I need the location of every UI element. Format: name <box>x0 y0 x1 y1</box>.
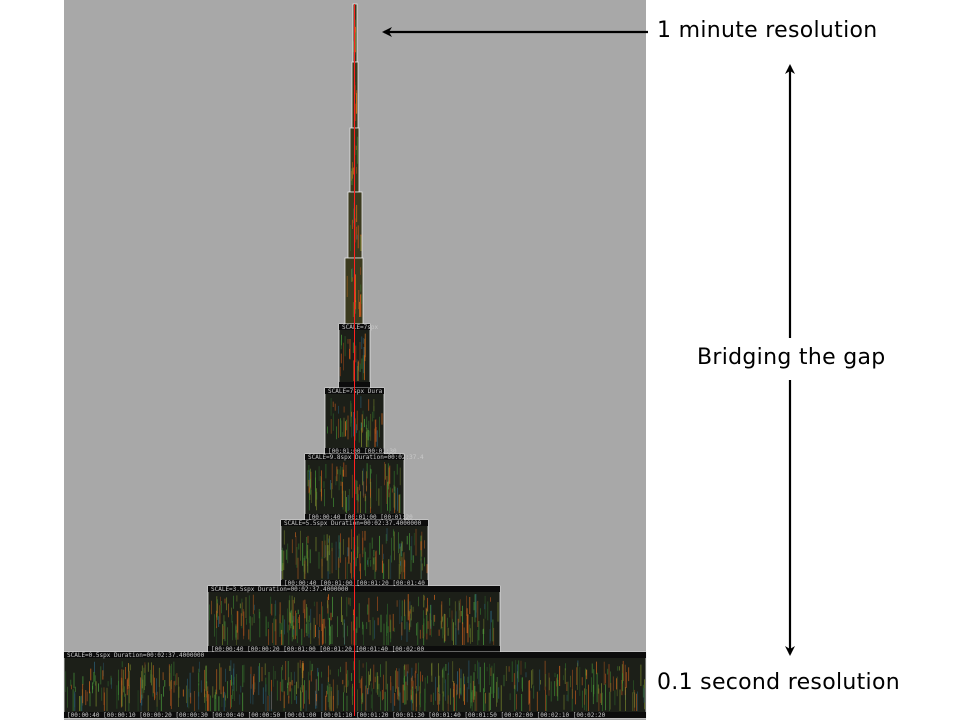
tier-footer-text: [00:00:40 [00:01:00 [00:01:20 <box>308 514 413 521</box>
bottom-resolution-label: 0.1 second resolution <box>657 670 900 695</box>
tier-header-text: SCALE=9.8spx Duration=00:02:37.4 <box>308 454 424 461</box>
tier-footer-text: [00:00:40 [00:00:10 [00:00:20 [00:00:30 … <box>67 712 606 719</box>
tier-header-text: SCALE=7spx Dura <box>328 388 383 395</box>
bridging-gap-label: Bridging the gap <box>695 345 888 370</box>
tier-footer-text: [00:00:40 [00:00:20 [00:01:00 [00:01:20 … <box>211 646 425 653</box>
tier-header-text: SCALE=7spx <box>342 324 379 331</box>
tier-footer-text: [00:01:00 [00:01:30 <box>328 448 397 455</box>
top-resolution-label: 1 minute resolution <box>657 18 878 43</box>
tier-header-text: SCALE=3.5spx Duration=00:02:37.4000000 <box>211 586 349 593</box>
tier-header-text: SCALE=5.5spx Duration=00:02:37.4000000 <box>284 520 422 527</box>
tier-header-text: SCALE=0.5spx Duration=00:02:37.4000000 <box>67 652 205 659</box>
